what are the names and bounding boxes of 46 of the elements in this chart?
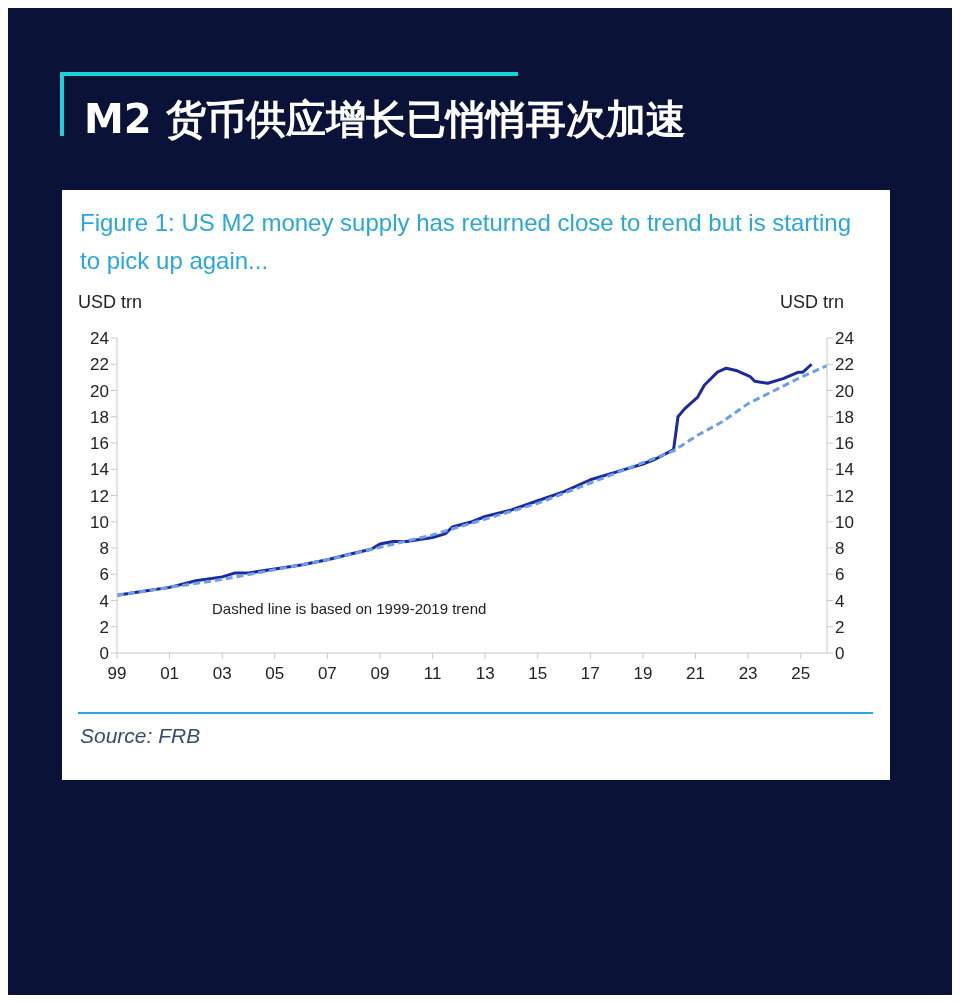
y-tick-label: 4 xyxy=(99,591,109,611)
y2-tick-label: 8 xyxy=(835,539,845,559)
x-tick-label: 11 xyxy=(423,664,442,684)
x-tick-label: 15 xyxy=(528,664,548,684)
x-tick-label: 03 xyxy=(212,664,232,684)
y-tick-label: 22 xyxy=(90,355,109,375)
y2-tick-label: 12 xyxy=(835,486,854,506)
chart-subtitle: Figure 1: US M2 money supply has returned close to trend but is starting to pick up again... xyxy=(80,208,853,276)
y-tick-label: 8 xyxy=(99,539,109,559)
x-tick-label: 17 xyxy=(580,664,600,684)
y2-tick-label: 22 xyxy=(835,355,854,375)
x-tick-label: 25 xyxy=(791,664,811,684)
y-axis-title: USD trn xyxy=(78,292,143,313)
y2-tick-label: 10 xyxy=(835,512,854,532)
x-tick-label: 05 xyxy=(265,664,285,684)
y-tick-label: 24 xyxy=(90,329,109,349)
x-tick-label: 13 xyxy=(475,664,495,684)
y2-tick-label: 2 xyxy=(835,617,845,637)
y2-tick-label: 0 xyxy=(835,644,845,664)
y-tick-label: 10 xyxy=(90,512,109,532)
x-tick-label: 09 xyxy=(370,664,390,684)
y2-tick-label: 20 xyxy=(835,381,854,401)
y2-axis-title: USD trn xyxy=(779,292,844,313)
x-tick-label: 07 xyxy=(317,664,337,684)
y2-tick-label: 16 xyxy=(835,434,854,454)
x-tick-label: 19 xyxy=(633,664,653,684)
y2-tick-label: 18 xyxy=(835,407,854,427)
x-tick-label: 99 xyxy=(107,664,127,684)
y-tick-label: 18 xyxy=(90,407,109,427)
source-note: Source: FRB xyxy=(80,724,201,748)
y-tick-label: 16 xyxy=(90,434,109,454)
x-tick-label: 21 xyxy=(686,664,705,684)
y2-tick-label: 24 xyxy=(835,329,854,349)
chart-title: M2 货币供应增长已悄悄再次加速 xyxy=(84,95,686,144)
y-tick-label: 14 xyxy=(90,460,109,480)
y2-tick-label: 4 xyxy=(835,591,845,611)
y2-tick-label: 6 xyxy=(835,565,845,585)
y-tick-label: 6 xyxy=(99,565,109,585)
y-tick-label: 12 xyxy=(90,486,109,506)
y-tick-label: 2 xyxy=(99,617,109,637)
y2-tick-label: 14 xyxy=(835,460,854,480)
y-tick-label: 20 xyxy=(90,381,109,401)
x-tick-label: 01 xyxy=(160,664,180,684)
x-tick-label: 23 xyxy=(738,664,758,684)
y-tick-label: 0 xyxy=(99,644,109,664)
annotation: Dashed line is based on 1999-2019 trend xyxy=(212,600,487,617)
